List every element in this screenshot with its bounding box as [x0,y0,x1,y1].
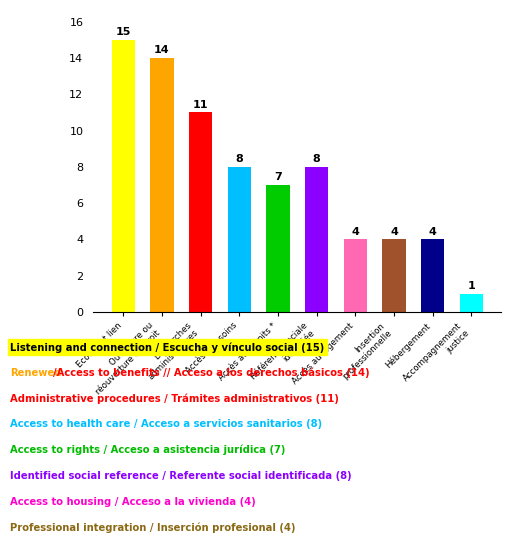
Text: 7: 7 [274,172,282,182]
Text: 8: 8 [313,154,321,164]
Bar [150,58,174,312]
Text: Access to rights / Acceso a asistencia jurídica (7): Access to rights / Acceso a asistencia j… [10,445,286,456]
Text: Identified social reference / Referente social identificada (8): Identified social reference / Referente … [10,471,352,481]
Text: Renewed: Renewed [10,368,62,378]
Text: Administrative procedures / Trámites administrativos (11): Administrative procedures / Trámites adm… [10,393,339,404]
Text: 4: 4 [390,226,398,237]
Bar [266,185,290,312]
Text: /Access to benefits // Acceso a los derechos básicos (14): /Access to benefits // Acceso a los dere… [53,368,370,379]
Text: 4: 4 [352,226,359,237]
Bar [344,240,367,312]
Bar [460,294,483,312]
Text: 8: 8 [235,154,243,164]
Bar [383,240,405,312]
Bar [112,40,135,312]
Bar [305,167,328,312]
Bar [421,240,444,312]
Text: 1: 1 [467,281,475,291]
Text: 11: 11 [193,100,208,110]
Bar [189,113,212,312]
Text: 4: 4 [429,226,436,237]
Text: Professional integration / Inserción profesional (4): Professional integration / Inserción pro… [10,522,296,533]
Text: Access to health care / Acceso a servicios sanitarios (8): Access to health care / Acceso a servici… [10,420,323,429]
Text: Access to housing / Acceso a la vivienda (4): Access to housing / Acceso a la vivienda… [10,497,256,507]
Text: Listening and connection / Escucha y vínculo social (15): Listening and connection / Escucha y vín… [10,342,325,353]
Text: 15: 15 [115,27,131,37]
Bar [227,167,251,312]
Text: 14: 14 [154,45,170,55]
